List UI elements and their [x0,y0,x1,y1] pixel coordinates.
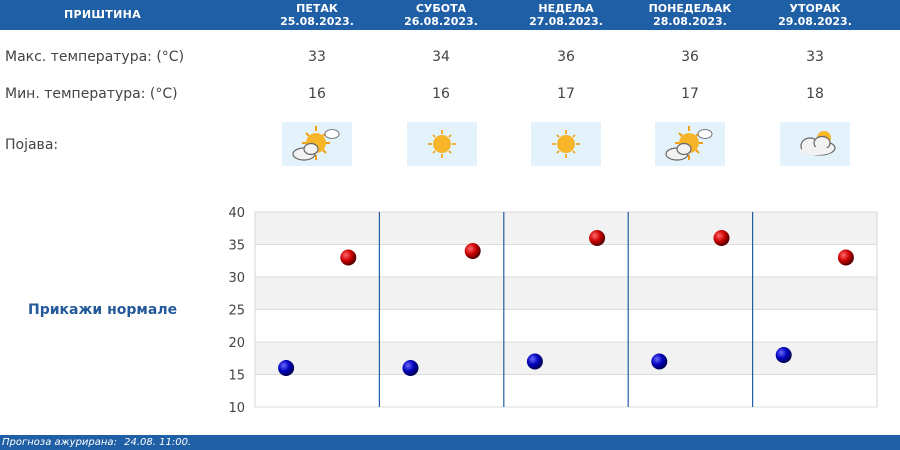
day-name: УТОРАК [789,2,841,15]
day-date: 29.08.2023. [778,15,852,28]
min-temp-value: 17 [557,86,575,102]
min-temp-point [775,347,792,363]
chart-band [255,309,877,342]
day-header: УТОРАК 29.08.2023. [753,2,877,28]
min-temp-value: 17 [681,86,699,102]
max-temp-value: 34 [432,49,450,65]
show-normals-link[interactable]: Прикажи нормале [28,302,178,318]
phenomenon-label: Појава: [5,137,59,153]
forecast-header: ПРИШТИНА ПЕТАК 25.08.2023. СУБОТА 26.08.… [0,0,900,30]
y-tick-label: 20 [228,336,245,351]
max-temp-point [713,230,730,246]
day-header: НЕДЕЉА 27.08.2023. [504,2,628,28]
y-tick-label: 40 [228,206,245,221]
max-temp-label: Макс. температура: (°C) [5,49,185,65]
max-temp-value: 33 [806,49,824,65]
day-header: СУБОТА 26.08.2023. [379,2,503,28]
max-temp-point [589,230,606,246]
day-header: ПОНЕДЕЉАК 28.08.2023. [628,2,752,28]
day-date: 27.08.2023. [529,15,603,28]
cloudy-icon [780,122,850,166]
updated-value: 24.08. 11:00. [124,437,192,448]
day-name: ПЕТАК [296,2,338,15]
chart-band [255,374,877,407]
min-temp-value: 18 [806,86,824,102]
sun-behind-cloud-icon [655,122,725,166]
day-name: НЕДЕЉА [538,2,594,15]
y-tick-label: 10 [228,401,245,416]
day-name: ПОНЕДЕЉАК [648,2,732,15]
max-temp-point [464,243,481,259]
day-date: 26.08.2023. [404,15,478,28]
min-temp-value: 16 [308,86,326,102]
min-temp-label: Мин. температура: (°C) [5,86,178,102]
max-temp-point [837,249,854,266]
max-temp-point [340,249,357,266]
max-temp-value: 33 [308,49,326,65]
y-tick-label: 15 [228,369,245,384]
max-temp-value: 36 [681,49,699,65]
sun-icon [531,122,601,166]
day-header: ПЕТАК 25.08.2023. [255,2,379,28]
y-tick-label: 30 [228,271,245,286]
updated-label: Прогноза ажурирана: [2,437,117,448]
max-temp-value: 36 [557,49,575,65]
min-temp-value: 16 [432,86,450,102]
footer-bar: Прогноза ажурирана: 24.08. 11:00. [0,435,900,450]
day-date: 25.08.2023. [280,15,354,28]
min-temp-point [278,360,295,376]
day-date: 28.08.2023. [653,15,727,28]
y-tick-label: 35 [228,239,245,254]
y-tick-label: 25 [228,304,245,319]
chart-band [255,212,877,245]
city-name: ПРИШТИНА [64,8,141,21]
sun-icon [407,122,477,166]
min-temp-point [402,360,419,376]
min-temp-point [651,353,668,370]
sun-behind-cloud-icon [282,122,352,166]
temperature-chart: 10 15 20 25 30 35 40 [228,206,878,416]
chart-band [255,277,877,310]
day-name: СУБОТА [415,2,467,15]
chart-band [255,342,877,375]
chart-band [255,244,877,277]
min-temp-point [526,353,543,370]
